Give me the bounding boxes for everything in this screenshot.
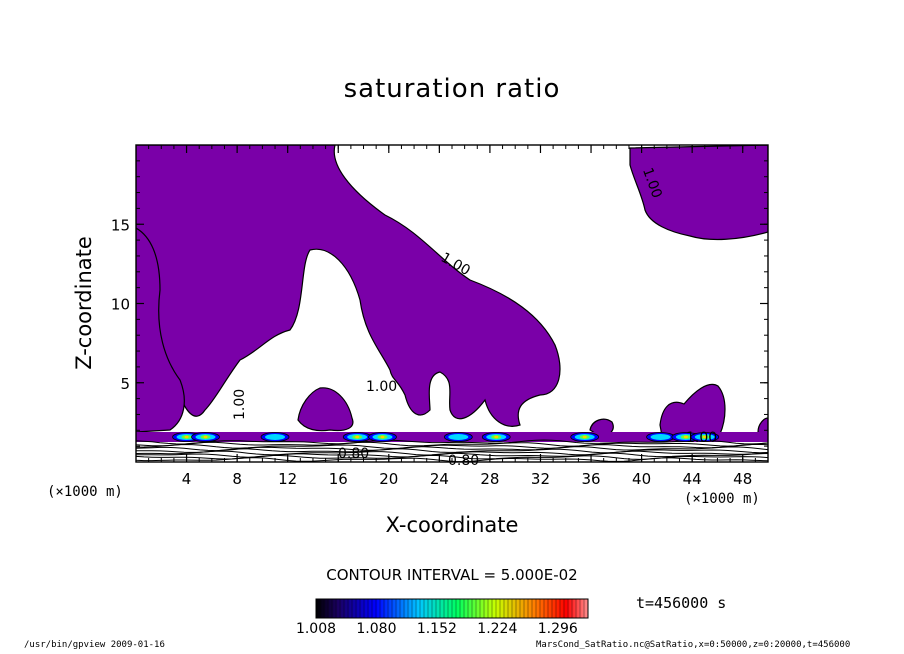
y-tick-label: 10 [111,296,130,314]
hotspot-mid [650,434,671,440]
ground-contour-line [136,452,768,458]
x-tick-label: 16 [329,470,348,488]
ground-contour-line [136,441,768,447]
hotspot-core [702,435,707,439]
x-tick-label: 24 [430,470,449,488]
contour-label: 0.80 [338,446,369,462]
ground-contour-line [136,439,768,445]
ground-contours [136,439,768,462]
colorbar-tick-label: 1.008 [295,621,337,637]
hotspots [172,432,720,442]
x-tick-label: 4 [182,470,192,488]
hotspot-core [184,435,189,439]
saturated-region [136,145,561,427]
x-tick-label: 12 [278,470,297,488]
saturated-region-top-right [629,145,768,241]
hotspot-core [494,435,499,439]
contour-label: 1.00 [366,379,397,395]
y-axis-label: Z-coordinate [72,236,96,370]
saturated-blob-44 [659,383,726,437]
chart-title: saturation ratio [343,74,561,104]
x-tick-label: 48 [733,470,752,488]
y-tick-label: 5 [120,375,130,393]
hotspot-core [582,435,587,439]
hotspot-core [683,435,688,439]
contour-interval: CONTOUR INTERVAL = 5.000E-02 [326,566,578,584]
hotspot-core [203,435,208,439]
ground-contour-line [136,448,768,454]
x-tick-label: 8 [232,470,242,488]
contour-label: 1.00 [686,430,717,446]
colorbar-stripes [319,599,585,618]
x-unit-label: (×1000 m) [684,491,760,507]
hotspot-mid [265,434,286,440]
hotspot-mid [448,434,469,440]
contour-label: 1.00 [232,389,248,420]
y-axis: 5 10 15 [111,144,768,463]
footer-right: MarsCond_SatRatio.nc@SatRatio,x=0:50000,… [536,640,851,650]
hotspot-core [380,435,385,439]
x-tick-label: 44 [683,470,702,488]
y-tick-label: 15 [111,216,130,234]
saturated-region-left-plume [136,227,185,433]
saturated-blob-49 [757,417,768,437]
z-unit-label: (×1000 m) [47,484,123,500]
contour-label: 0.80 [448,453,479,469]
x-axis: 4 8 12 16 20 24 28 32 36 40 44 48 [135,145,769,488]
x-tick-label: 32 [531,470,550,488]
ground-contour-line [136,443,768,449]
colorbar-tick-label: 1.224 [477,621,518,637]
plot-area [136,145,768,462]
x-tick-label: 20 [379,470,398,488]
footer-left: /usr/bin/gpview 2009-01-16 [24,640,165,650]
x-tick-label: 40 [632,470,651,488]
colorbar [315,598,589,619]
ground-contour-line [136,457,768,462]
colorbar-tick-label: 1.296 [537,621,578,637]
x-tick-label: 36 [581,470,600,488]
hotspot-core [355,435,360,439]
colorbar-tick-label: 1.080 [356,621,397,637]
x-tick-label: 28 [480,470,499,488]
saturated-blob-16 [297,387,354,432]
colorbar-tick-label: 1.152 [416,621,457,637]
x-axis-label: X-coordinate [385,513,519,537]
time-label: t=456000 s [636,594,727,612]
